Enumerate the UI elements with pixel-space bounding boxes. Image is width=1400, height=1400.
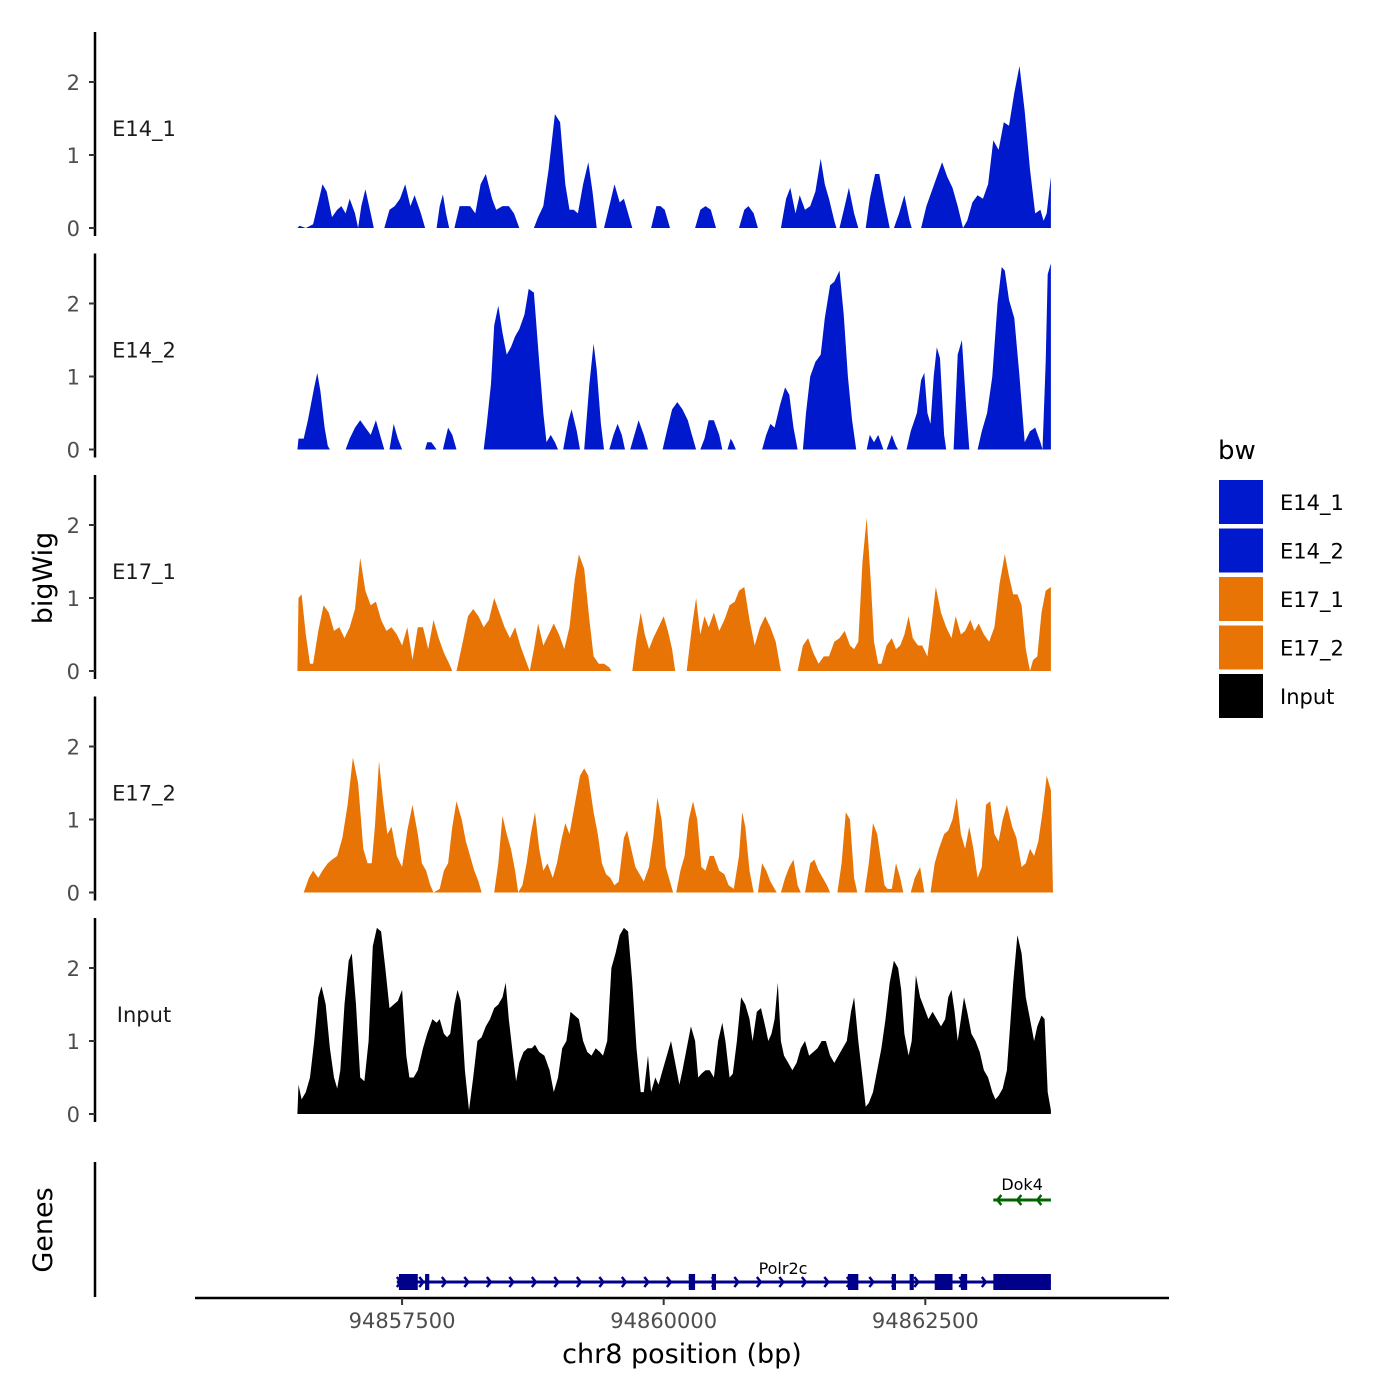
y-tick-label-E14_1-1: 1 <box>67 144 80 168</box>
y-tick-label-E14_2-2: 2 <box>67 293 80 317</box>
legend-swatch-E17_1 <box>1219 577 1263 621</box>
exon-Polr2c-5 <box>891 1274 897 1290</box>
track-label-E14_1: E14_1 <box>112 117 176 142</box>
gene-label-Polr2c: Polr2c <box>759 1259 808 1278</box>
x-tick-label-94860000: 94860000 <box>610 1309 717 1333</box>
y-tick-label-E17_1-1: 1 <box>67 587 80 611</box>
y-tick-label-E14_2-1: 1 <box>67 366 80 390</box>
legend-title: bw <box>1218 436 1256 466</box>
gene-Polr2c: Polr2c <box>395 1259 1051 1290</box>
legend-swatch-Input <box>1219 674 1263 718</box>
legend-entries: E14_1 E14_2 E17_1 E17_2 Input <box>1219 480 1344 718</box>
legend-label-E17_1: E17_1 <box>1280 588 1344 613</box>
gene-Dok4: Dok4 <box>993 1175 1051 1206</box>
strand-chevron <box>868 1276 875 1288</box>
track-area-E17_2 <box>303 757 1053 893</box>
exon-Polr2c-2 <box>688 1274 696 1290</box>
genes-axis-title: Genes <box>28 1187 59 1272</box>
strand-chevron <box>800 1276 808 1288</box>
track-area-E14_2 <box>297 263 1051 450</box>
y-tick-label-Input-1: 1 <box>67 1030 80 1054</box>
strand-chevron <box>733 1276 740 1288</box>
y-tick-label-E17_2-0: 0 <box>67 882 80 906</box>
exon-Polr2c-0 <box>398 1274 418 1290</box>
y-tick-label-Input-2: 2 <box>67 957 80 981</box>
y-tick-label-E17_2-2: 2 <box>67 736 80 760</box>
track-area-E17_1 <box>297 517 1051 671</box>
strand-chevron <box>995 1194 1003 1206</box>
genes-panel: Genes Dok4 Polr2c <box>28 1162 1051 1297</box>
strand-chevron <box>1035 1194 1043 1206</box>
y-tick-label-E17_2-1: 1 <box>67 809 80 833</box>
strand-chevron <box>508 1276 515 1288</box>
strand-chevron <box>980 1276 988 1288</box>
y-tick-label-E14_1-0: 0 <box>67 217 80 241</box>
coverage-tracks <box>297 65 1053 1114</box>
track-label-E14_2: E14_2 <box>112 339 176 364</box>
y-tick-label-Input-0: 0 <box>67 1103 80 1127</box>
y-axes: 0 1 2 0 1 2 0 1 2 0 1 2 0 1 2 <box>67 32 97 1127</box>
x-ticks: 94857500 94860000 94862500 <box>349 1298 979 1333</box>
legend-swatch-E14_1 <box>1219 480 1263 524</box>
exon-Polr2c-4 <box>847 1274 859 1290</box>
strand-chevron <box>823 1276 830 1288</box>
gene-models: Dok4 Polr2c <box>395 1175 1051 1290</box>
exon-Polr2c-7 <box>934 1274 953 1290</box>
strand-chevron <box>553 1276 560 1288</box>
exon-Polr2c-8 <box>960 1274 968 1290</box>
track-area-Input <box>297 927 1051 1114</box>
legend-swatch-E17_2 <box>1219 625 1263 670</box>
strand-chevron <box>620 1276 628 1288</box>
gene-label-Dok4: Dok4 <box>1001 1175 1043 1194</box>
track-labels: E14_1 E14_2 E17_1 E17_2 Input <box>112 117 176 1027</box>
exon-Polr2c-1 <box>425 1274 430 1290</box>
y-tick-label-E17_1-2: 2 <box>67 514 80 538</box>
strand-chevron <box>440 1276 448 1288</box>
x-tick-label-94862500: 94862500 <box>872 1309 979 1333</box>
exon-Polr2c-9 <box>993 1274 1051 1290</box>
legend-label-E17_2: E17_2 <box>1280 637 1344 662</box>
legend-label-Input: Input <box>1280 685 1334 709</box>
x-tick-label-94857500: 94857500 <box>349 1309 456 1333</box>
track-area-E14_1 <box>297 65 1051 229</box>
y-axis-title: bigWig <box>28 532 59 625</box>
y-tick-label-E14_1-2: 2 <box>67 71 80 95</box>
strand-chevron <box>1015 1194 1023 1206</box>
legend-swatch-E14_2 <box>1219 528 1263 573</box>
strand-chevron <box>575 1276 583 1288</box>
track-label-E17_1: E17_1 <box>112 560 176 585</box>
y-tick-label-E17_1-0: 0 <box>67 660 80 684</box>
exon-Polr2c-3 <box>711 1274 717 1290</box>
x-axis-title: chr8 position (bp) <box>562 1339 802 1370</box>
legend-label-E14_2: E14_2 <box>1280 540 1344 565</box>
strand-chevron <box>643 1276 650 1288</box>
track-label-E17_2: E17_2 <box>112 782 176 807</box>
exon-Polr2c-6 <box>909 1274 914 1290</box>
x-axis: 94857500 94860000 94862500 chr8 position (… <box>195 1296 1169 1370</box>
strand-chevron <box>598 1276 605 1288</box>
strand-chevron <box>485 1276 493 1288</box>
legend-label-E14_1: E14_1 <box>1280 491 1344 516</box>
strand-chevron <box>755 1276 763 1288</box>
y-tick-label-E14_2-0: 0 <box>67 439 80 463</box>
strand-chevron <box>778 1276 785 1288</box>
strand-chevron <box>530 1276 538 1288</box>
strand-chevron <box>913 1276 920 1288</box>
strand-chevron <box>418 1276 425 1288</box>
track-label-Input: Input <box>117 1003 171 1027</box>
strand-chevron <box>463 1276 470 1288</box>
strand-chevron <box>665 1276 673 1288</box>
legend: bw E14_1 E14_2 E17_1 E17_2 Input <box>1218 436 1344 718</box>
